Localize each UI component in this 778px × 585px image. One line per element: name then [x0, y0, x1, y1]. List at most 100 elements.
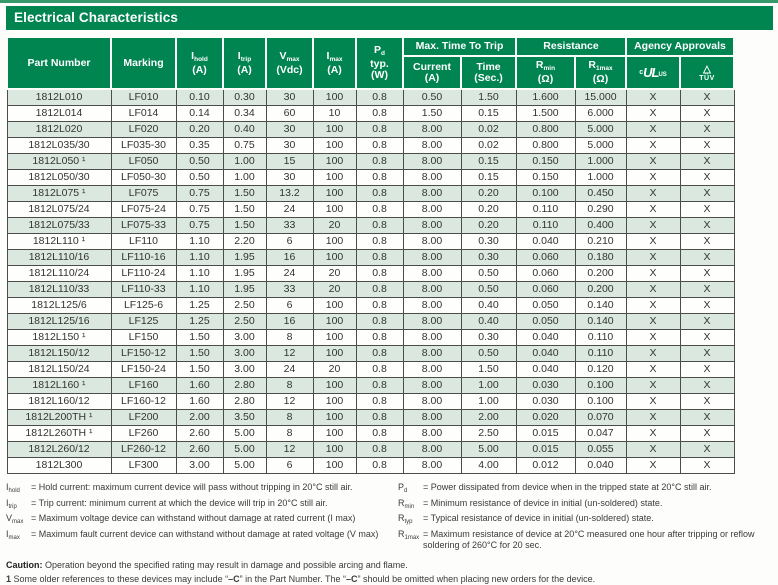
- cell-marking: LF050-30: [110, 169, 177, 186]
- footnote-text: = Trip current: minimum current at which…: [31, 497, 328, 508]
- cell-marking: LF150-12: [110, 345, 177, 362]
- cell-v-max: 60: [265, 105, 314, 122]
- cell-i-max: 100: [312, 88, 357, 106]
- footnote-symbol: Ihold: [6, 482, 20, 494]
- caution-label: Caution:: [6, 559, 43, 570]
- cell-i-max: 100: [312, 425, 357, 442]
- cell-trip-current: 8.00: [402, 265, 462, 282]
- cell-v-max: 12: [265, 393, 314, 410]
- footnote: Itrip = Trip current: minimum current at…: [6, 498, 398, 514]
- cell-ul-approval: X: [625, 249, 681, 266]
- cell-v-max: 16: [265, 313, 314, 330]
- cell-r-min: 0.040: [515, 345, 576, 362]
- cell-part-number: 1812L035/30: [6, 137, 112, 154]
- cell-tuv-approval: X: [679, 425, 735, 442]
- cell-i-trip: 3.00: [222, 361, 267, 378]
- cell-i-max: 100: [312, 377, 357, 394]
- cell-p-d: 0.8: [355, 457, 404, 474]
- footnotes-right-column: Pd = Power dissipated from device when i…: [398, 482, 774, 552]
- cell-v-max: 24: [265, 201, 314, 218]
- cell-i-hold: 3.00: [175, 457, 224, 474]
- cell-marking: LF110: [110, 233, 177, 250]
- cell-r-1max: 0.180: [574, 249, 627, 266]
- table-row: 1812L110 ¹ LF110 1.10 2.20 6 100 0.8 8.0…: [6, 233, 735, 250]
- cell-trip-time: 0.50: [460, 345, 517, 362]
- table-row: 1812L075/24 LF075-24 0.75 1.50 24 100 0.…: [6, 201, 735, 218]
- cell-r-1max: 0.200: [574, 281, 627, 298]
- cell-trip-current: 8.00: [402, 361, 462, 378]
- cell-r-min: 0.800: [515, 137, 576, 154]
- cell-ul-approval: X: [625, 329, 681, 346]
- cell-trip-time: 0.15: [460, 105, 517, 122]
- cell-part-number: 1812L110/24: [6, 265, 112, 282]
- cell-r-1max: 0.140: [574, 313, 627, 330]
- cell-trip-current: 8.00: [402, 409, 462, 426]
- table-row: 1812L110/24 LF110-24 1.10 1.95 24 20 0.8…: [6, 265, 735, 282]
- cell-p-d: 0.8: [355, 137, 404, 154]
- section-title-bar: Electrical Characteristics: [6, 6, 773, 30]
- cell-trip-time: 0.02: [460, 121, 517, 138]
- col-header-i-hold: Ihold (A): [175, 36, 224, 90]
- cell-v-max: 12: [265, 441, 314, 458]
- cell-r-1max: 0.110: [574, 345, 627, 362]
- cell-i-max: 100: [312, 393, 357, 410]
- cell-v-max: 30: [265, 169, 314, 186]
- cell-trip-current: 8.00: [402, 201, 462, 218]
- table-row: 1812L160/12 LF160-12 1.60 2.80 12 100 0.…: [6, 393, 735, 410]
- cell-i-max: 100: [312, 409, 357, 426]
- cell-r-1max: 0.120: [574, 361, 627, 378]
- cell-i-trip: 2.50: [222, 297, 267, 314]
- cell-i-max: 100: [312, 297, 357, 314]
- cell-v-max: 6: [265, 297, 314, 314]
- cell-tuv-approval: X: [679, 88, 735, 106]
- footnotes-left-column: Ihold = Hold current: maximum current de…: [6, 482, 398, 552]
- cell-p-d: 0.8: [355, 249, 404, 266]
- col-header-i-max: Imax (A): [312, 36, 357, 90]
- footnote-1: 1 Some older references to these devices…: [6, 573, 596, 584]
- cell-trip-current: 8.00: [402, 313, 462, 330]
- cell-r-min: 0.150: [515, 153, 576, 170]
- cell-trip-current: 8.00: [402, 249, 462, 266]
- cell-trip-current: 0.50: [402, 88, 462, 106]
- cell-trip-current: 8.00: [402, 281, 462, 298]
- cell-p-d: 0.8: [355, 425, 404, 442]
- caution-text: Operation beyond the specified rating ma…: [42, 559, 408, 570]
- cell-trip-time: 0.30: [460, 233, 517, 250]
- cell-v-max: 24: [265, 265, 314, 282]
- cell-i-max: 100: [312, 313, 357, 330]
- cell-r-min: 0.150: [515, 169, 576, 186]
- cell-ul-approval: X: [625, 121, 681, 138]
- footnote: Pd = Power dissipated from device when i…: [398, 482, 774, 498]
- cell-tuv-approval: X: [679, 393, 735, 410]
- col-group-resistance: Resistance: [515, 36, 627, 57]
- cell-i-max: 100: [312, 233, 357, 250]
- cell-ul-approval: X: [625, 105, 681, 122]
- cell-r-1max: 5.000: [574, 121, 627, 138]
- table-row: 1812L075/33 LF075-33 0.75 1.50 33 20 0.8…: [6, 217, 735, 234]
- cell-trip-current: 8.00: [402, 345, 462, 362]
- cell-p-d: 0.8: [355, 88, 404, 106]
- cell-v-max: 33: [265, 281, 314, 298]
- cell-marking: LF260: [110, 425, 177, 442]
- cell-i-hold: 0.20: [175, 121, 224, 138]
- table-row: 1812L160 ¹ LF160 1.60 2.80 8 100 0.8 8.0…: [6, 377, 735, 394]
- cell-ul-approval: X: [625, 313, 681, 330]
- cell-i-hold: 1.10: [175, 281, 224, 298]
- cell-trip-current: 8.00: [402, 329, 462, 346]
- cell-r-min: 0.050: [515, 313, 576, 330]
- cell-trip-time: 0.50: [460, 281, 517, 298]
- cell-r-min: 0.030: [515, 393, 576, 410]
- cell-marking: LF110-16: [110, 249, 177, 266]
- header-symbol: Pd: [374, 44, 385, 58]
- cell-i-trip: 3.00: [222, 345, 267, 362]
- cell-p-d: 0.8: [355, 377, 404, 394]
- cell-i-trip: 3.50: [222, 409, 267, 426]
- footnote-text: = Minimum resistance of device in initia…: [423, 497, 663, 508]
- cell-r-min: 0.012: [515, 457, 576, 474]
- cell-marking: LF200: [110, 409, 177, 426]
- cell-r-1max: 0.055: [574, 441, 627, 458]
- cell-r-1max: 0.290: [574, 201, 627, 218]
- cell-part-number: 1812L075 ¹: [6, 185, 112, 202]
- footnote-symbol: R1max: [398, 528, 420, 541]
- table-row: 1812L150/12 LF150-12 1.50 3.00 12 100 0.…: [6, 345, 735, 362]
